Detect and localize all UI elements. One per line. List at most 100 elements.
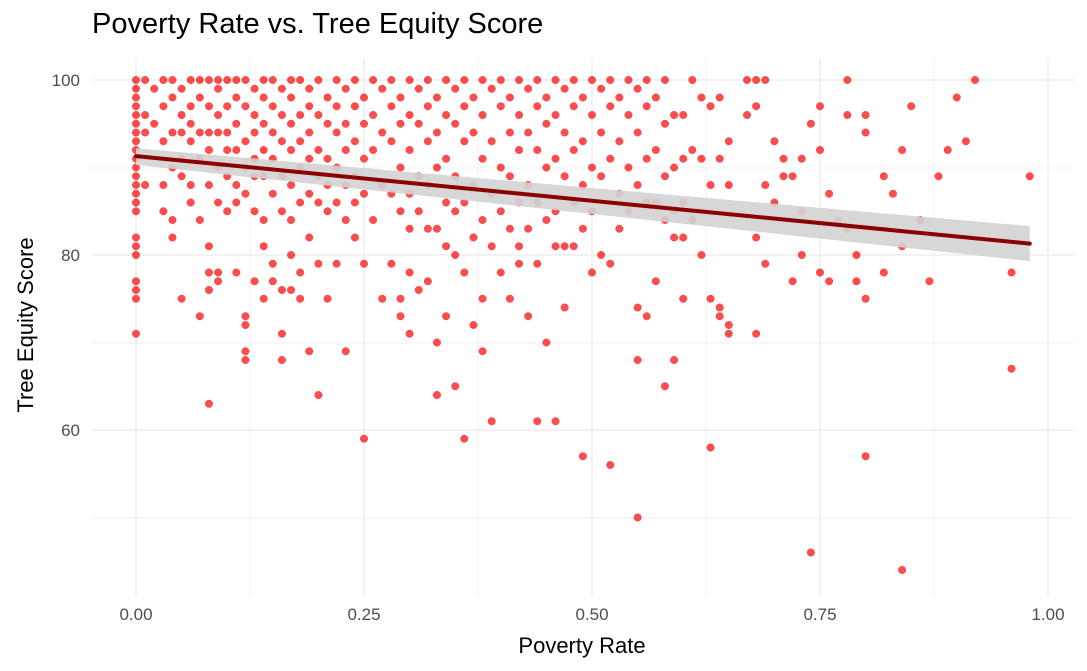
data-point: [232, 75, 241, 85]
data-point: [533, 145, 542, 155]
data-point: [168, 93, 177, 102]
data-point: [214, 128, 223, 137]
data-point: [305, 233, 314, 242]
data-point: [825, 189, 834, 198]
data-point: [688, 145, 697, 155]
data-point: [314, 390, 323, 400]
data-point: [159, 180, 168, 190]
data-point: [177, 128, 186, 137]
data-point: [232, 93, 241, 102]
data-point: [861, 452, 870, 461]
data-point: [350, 233, 359, 242]
data-point: [670, 163, 679, 172]
data-point: [341, 145, 350, 155]
data-point: [670, 110, 679, 120]
data-point: [514, 242, 524, 251]
data-point: [296, 75, 305, 85]
data-point: [214, 268, 223, 277]
data-point: [952, 93, 961, 102]
data-point: [268, 189, 277, 198]
data-point: [131, 84, 141, 93]
data-point: [186, 119, 195, 128]
data-point: [277, 285, 286, 295]
data-point: [679, 294, 688, 303]
data-point: [214, 277, 223, 286]
data-point: [305, 102, 314, 111]
data-point: [469, 320, 478, 330]
data-point: [150, 119, 159, 128]
data-point: [542, 215, 551, 225]
data-point: [724, 137, 733, 146]
data-point: [524, 312, 533, 321]
data-point: [396, 207, 405, 216]
data-point: [551, 417, 560, 426]
data-point: [177, 84, 186, 93]
data-point: [277, 329, 286, 338]
data-point: [478, 215, 487, 225]
data-point: [496, 207, 505, 216]
chart-title: Poverty Rate vs. Tree Equity Score: [92, 8, 544, 40]
data-point: [277, 137, 286, 146]
data-point: [560, 128, 569, 137]
data-point: [761, 75, 770, 85]
data-point: [141, 128, 150, 137]
data-point: [670, 355, 679, 365]
data-point: [533, 75, 542, 85]
data-point: [259, 93, 268, 102]
data-point: [396, 163, 405, 172]
data-point: [679, 154, 688, 163]
data-point: [660, 75, 670, 85]
data-point: [843, 110, 852, 120]
data-point: [742, 110, 752, 120]
data-point: [341, 119, 350, 128]
data-point: [268, 277, 277, 286]
data-point: [779, 172, 788, 181]
data-point: [815, 102, 825, 111]
data-point: [177, 294, 186, 303]
data-point: [505, 224, 514, 233]
data-point: [195, 215, 204, 225]
data-point: [432, 390, 442, 400]
data-point: [195, 75, 204, 85]
data-point: [268, 102, 277, 111]
data-point: [296, 198, 305, 207]
data-point: [332, 198, 341, 207]
data-point: [551, 242, 560, 251]
data-point: [925, 277, 934, 286]
data-point: [195, 312, 204, 321]
data-point: [442, 154, 451, 163]
data-point: [204, 180, 214, 190]
data-point: [204, 102, 214, 111]
data-point: [587, 110, 597, 120]
data-point: [779, 154, 788, 163]
x-axis-title: Poverty Rate: [518, 633, 645, 658]
data-point: [706, 180, 715, 190]
data-point: [879, 172, 888, 181]
data-point: [332, 102, 341, 111]
data-point: [697, 250, 706, 260]
data-point: [131, 242, 141, 251]
data-point: [943, 145, 952, 155]
data-point: [405, 224, 414, 233]
data-point: [177, 110, 186, 120]
data-point: [633, 303, 642, 312]
data-point: [569, 242, 578, 251]
data-point: [323, 207, 332, 216]
data-point: [131, 329, 141, 338]
data-point: [214, 84, 223, 93]
data-point: [852, 277, 861, 286]
data-point: [259, 75, 268, 85]
data-point: [615, 93, 624, 102]
data-point: [861, 128, 870, 137]
data-point: [432, 128, 442, 137]
data-point: [815, 268, 825, 277]
data-point: [286, 119, 296, 128]
data-point: [131, 233, 141, 242]
data-point: [168, 215, 177, 225]
data-point: [131, 189, 141, 198]
data-point: [359, 259, 369, 268]
data-point: [578, 137, 587, 146]
y-tick-label: 80: [61, 246, 80, 265]
data-point: [460, 434, 469, 443]
data-point: [204, 128, 214, 137]
